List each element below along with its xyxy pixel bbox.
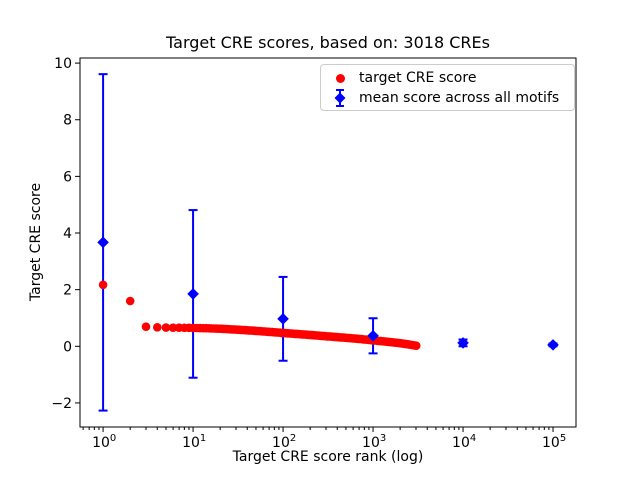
x-tick-label: 100 bbox=[92, 433, 116, 451]
x-axis-label: Target CRE score rank (log) bbox=[232, 449, 424, 465]
diamond-marker bbox=[97, 236, 109, 249]
x-tick-label: 104 bbox=[452, 433, 476, 451]
y-tick-label: 10 bbox=[54, 56, 72, 72]
x-tick-label: 103 bbox=[362, 433, 386, 451]
x-axis bbox=[82, 427, 554, 432]
mean-score-errorbars bbox=[98, 73, 558, 412]
legend: target CRE score mean score across all m… bbox=[320, 64, 575, 111]
diamond-marker bbox=[547, 339, 559, 351]
blue-diamond-errorbar-icon bbox=[321, 88, 359, 108]
y-tick-label: 8 bbox=[63, 113, 72, 129]
diamond-marker bbox=[187, 288, 199, 300]
y-tick-label: 4 bbox=[63, 226, 72, 242]
chart-title: Target CRE scores, based on: 3018 CREs bbox=[166, 33, 490, 52]
x-tick-label: 102 bbox=[272, 433, 296, 451]
legend-item-mean-score: mean score across all motifs bbox=[321, 88, 574, 108]
y-tick-label: 6 bbox=[63, 169, 72, 185]
y-tick-label: −2 bbox=[51, 396, 72, 412]
mean-score-diamonds bbox=[97, 236, 559, 351]
legend-item-target-cre-score: target CRE score bbox=[321, 68, 574, 88]
x-tick-label: 101 bbox=[182, 433, 206, 451]
diamond-marker bbox=[367, 330, 379, 342]
legend-item-label: target CRE score bbox=[359, 70, 477, 86]
x-tick-label: 105 bbox=[542, 433, 566, 451]
y-axis bbox=[75, 62, 80, 404]
plot-border bbox=[79, 57, 577, 428]
legend-item-label: mean score across all motifs bbox=[359, 90, 560, 106]
y-tick-label: 0 bbox=[63, 339, 72, 355]
target-cre-score-points bbox=[98, 280, 421, 350]
diamond-marker bbox=[277, 313, 289, 325]
diamond-marker bbox=[457, 337, 469, 349]
red-circle-icon bbox=[321, 73, 359, 83]
y-tick-label: 2 bbox=[63, 283, 72, 299]
